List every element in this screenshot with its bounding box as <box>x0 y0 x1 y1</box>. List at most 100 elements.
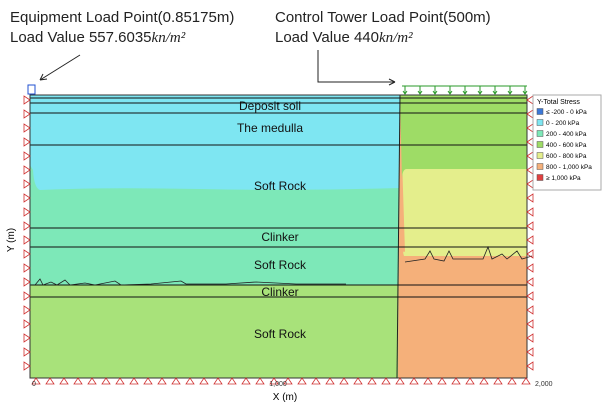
support <box>255 377 265 385</box>
support <box>283 377 293 385</box>
support <box>423 377 433 385</box>
x-axis-label: X (m) <box>273 392 297 403</box>
load-arrow <box>507 86 513 95</box>
support <box>526 109 534 119</box>
support <box>31 377 41 385</box>
contour <box>34 278 346 286</box>
support <box>23 305 31 315</box>
annotation-unit: kn/m² <box>152 30 186 46</box>
support <box>465 377 475 385</box>
support <box>185 377 195 385</box>
supports <box>23 95 534 385</box>
legend-label: 0 - 200 kPa <box>546 120 580 127</box>
legend-label: ≥ 1,000 kPa <box>546 175 581 182</box>
load-arrow <box>402 86 408 95</box>
support <box>526 319 534 329</box>
annotation: Equipment Load Point(0.85175m) <box>10 9 234 26</box>
support <box>45 377 55 385</box>
support <box>23 249 31 259</box>
support <box>269 377 279 385</box>
support <box>199 377 209 385</box>
arrow <box>317 50 396 86</box>
annotation-text: Load Value 557.6035 <box>10 29 152 46</box>
support <box>23 123 31 133</box>
support <box>23 277 31 287</box>
legend-label: 600 - 800 kPa <box>546 153 587 160</box>
support <box>297 377 307 385</box>
annotation: Load Value 440kn/m² <box>275 29 413 46</box>
legend-swatch <box>536 108 544 115</box>
contour <box>404 245 533 263</box>
layer-label: Soft Rock <box>254 179 307 193</box>
support <box>526 165 534 175</box>
support <box>23 235 31 245</box>
legend-swatch <box>536 152 544 159</box>
support <box>101 377 111 385</box>
region <box>30 95 400 190</box>
support <box>23 207 31 217</box>
plot-border <box>29 94 528 379</box>
support <box>87 377 97 385</box>
load-arrow <box>492 86 498 95</box>
support <box>241 377 251 385</box>
y-axis-label: Y (m) <box>6 228 17 252</box>
support <box>143 377 153 385</box>
support <box>526 263 534 273</box>
support <box>23 333 31 343</box>
support <box>526 137 534 147</box>
support <box>227 377 237 385</box>
layer-label: Clinker <box>261 230 298 244</box>
support <box>23 193 31 203</box>
legend-label: 400 - 600 kPa <box>546 142 587 149</box>
legend-label: ≤ -200 - 0 kPa <box>546 109 587 116</box>
support <box>339 377 349 385</box>
layer-label: Deposit soil <box>239 99 301 113</box>
boundary <box>396 94 401 379</box>
support <box>479 377 489 385</box>
support <box>526 235 534 245</box>
support <box>526 277 534 287</box>
layer-label: The medulla <box>237 121 303 135</box>
layer-label: Clinker <box>261 285 298 299</box>
support <box>526 95 534 105</box>
support <box>526 221 534 231</box>
support <box>171 377 181 385</box>
support <box>115 377 125 385</box>
support <box>23 109 31 119</box>
legend-box <box>532 94 602 191</box>
load-arrow <box>522 86 528 95</box>
support <box>23 165 31 175</box>
load-arrow <box>417 86 423 95</box>
legend-swatch <box>536 174 544 181</box>
support <box>367 377 377 385</box>
support <box>409 377 419 385</box>
annotation-unit: kn/m² <box>379 30 413 46</box>
support <box>23 137 31 147</box>
support <box>23 291 31 301</box>
support <box>526 193 534 203</box>
legend-label: 200 - 400 kPa <box>546 131 587 138</box>
support <box>526 347 534 357</box>
support <box>23 263 31 273</box>
support <box>73 377 83 385</box>
legend-title: Y-Total Stress <box>537 99 580 106</box>
support <box>23 361 31 371</box>
support <box>526 151 534 161</box>
support <box>526 333 534 343</box>
support <box>507 377 517 385</box>
support <box>526 207 534 217</box>
loads <box>402 85 528 95</box>
support <box>437 377 447 385</box>
support <box>23 95 31 105</box>
legend-swatch <box>536 163 544 170</box>
plot <box>23 84 534 385</box>
x-tick-label: 2,000 <box>535 381 553 388</box>
support <box>23 221 31 231</box>
support <box>23 151 31 161</box>
support <box>23 319 31 329</box>
x-tick-label: 0 <box>32 381 36 388</box>
equipment-load <box>27 84 36 95</box>
legend: Y-Total Stress ≤ -200 - 0 kPa 0 - 200 kPa… <box>532 94 602 191</box>
support <box>521 377 531 385</box>
